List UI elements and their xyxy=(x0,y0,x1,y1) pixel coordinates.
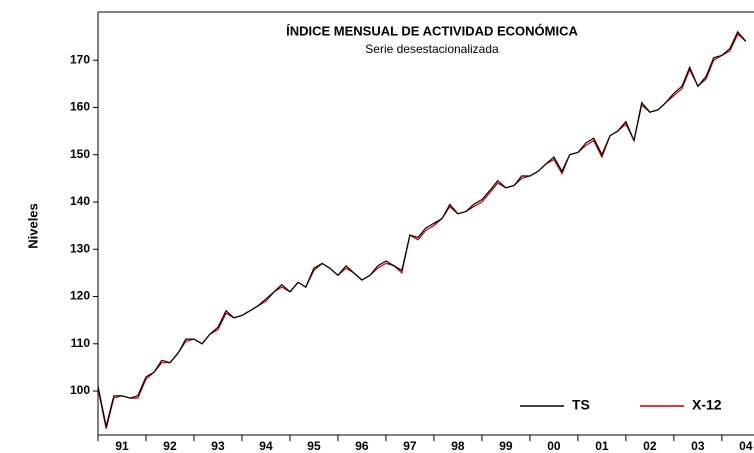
y-tick-label: 110 xyxy=(71,336,91,350)
x-tick-label: 92 xyxy=(163,439,177,453)
y-tick-label: 160 xyxy=(70,100,90,114)
series-line xyxy=(98,30,747,427)
series-line xyxy=(98,33,747,430)
y-tick-label: 120 xyxy=(70,289,90,303)
plot-area xyxy=(98,30,747,430)
x-tick-label: 95 xyxy=(307,439,321,453)
chart-subtitle: Serie desestacionalizada xyxy=(365,42,499,56)
x-tick-label: 93 xyxy=(211,439,225,453)
x-tick-label: 04 xyxy=(739,439,753,453)
chart-title: ÍNDICE MENSUAL DE ACTIVIDAD ECONÓMICA xyxy=(286,23,578,38)
x-tick-label: 02 xyxy=(643,439,657,453)
x-tick-label: 01 xyxy=(595,439,609,453)
y-tick-label: 100 xyxy=(70,383,90,397)
x-tick-label: 94 xyxy=(259,439,273,453)
legend-label: TS xyxy=(572,397,590,413)
x-tick-label: 99 xyxy=(499,439,513,453)
x-tick-label: 96 xyxy=(355,439,369,453)
x-tick-label: 03 xyxy=(691,439,705,453)
x-tick-label: 97 xyxy=(403,439,417,453)
legend-label: X-12 xyxy=(692,397,722,413)
y-tick-label: 170 xyxy=(70,52,90,66)
x-tick-label: 98 xyxy=(451,439,465,453)
y-axis-label: Niveles xyxy=(25,203,40,249)
x-tick-label: 91 xyxy=(115,439,129,453)
y-tick-label: 150 xyxy=(70,147,90,161)
x-tick-label: 00 xyxy=(547,439,561,453)
y-tick-label: 140 xyxy=(70,194,90,208)
y-tick-label: 130 xyxy=(70,241,90,255)
